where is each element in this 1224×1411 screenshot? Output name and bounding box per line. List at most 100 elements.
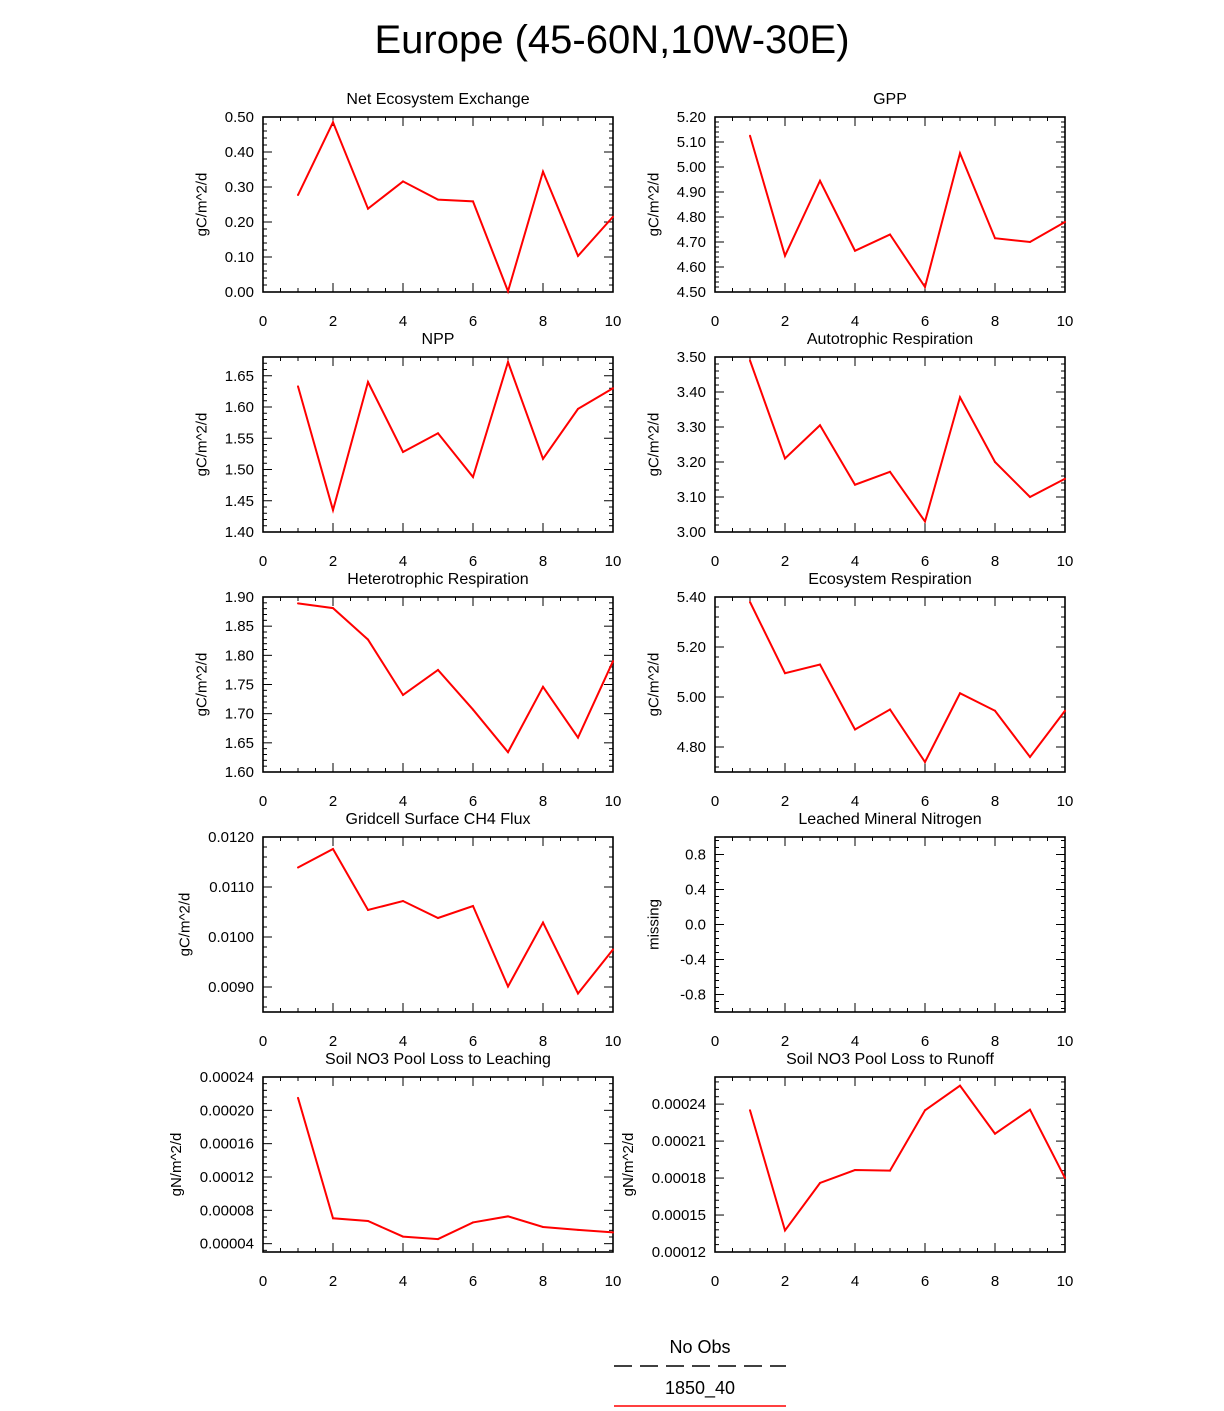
data-point — [332, 607, 334, 610]
x-tick-label: 8 — [539, 313, 547, 330]
data-point — [854, 728, 856, 731]
y-tick-label: 0.00024 — [200, 1069, 254, 1086]
x-tick-label: 2 — [781, 1033, 789, 1050]
x-tick-label: 6 — [921, 1033, 929, 1050]
data-point — [507, 1215, 509, 1218]
data-point — [1029, 756, 1031, 758]
y-tick-label: 0.00024 — [652, 1096, 706, 1113]
data-point — [437, 668, 439, 671]
series-line — [749, 601, 1066, 764]
x-tick-label: 6 — [921, 553, 929, 570]
y-tick-label: 0.00004 — [200, 1236, 254, 1253]
x-tick-label: 10 — [1057, 1033, 1074, 1050]
data-point — [854, 483, 856, 486]
data-point — [889, 708, 891, 711]
data-point — [1029, 241, 1031, 243]
plot-frame — [714, 596, 1066, 773]
data-point — [577, 407, 579, 410]
y-axis-label: gC/m^2/d — [645, 413, 662, 477]
x-tick-label: 2 — [329, 1273, 337, 1290]
y-tick-label: 3.00 — [677, 524, 706, 541]
series-line — [749, 1084, 1066, 1233]
y-tick-label: 4.90 — [677, 184, 706, 201]
data-point — [924, 761, 926, 763]
data-point — [784, 1229, 786, 1232]
data-point — [507, 985, 509, 988]
series-line — [749, 360, 1066, 524]
x-tick-label: 2 — [329, 313, 337, 330]
y-tick-label: 1.45 — [225, 493, 254, 510]
y-tick-label: 5.40 — [677, 589, 706, 606]
y-tick-label: 1.60 — [225, 399, 254, 416]
chart-panel-2: 0 2 4 6 8 10 4.50 4.60 4.70 4.80 4.90 5.00 5.10 5.20 G… — [645, 91, 1073, 330]
data-point — [472, 1221, 474, 1224]
x-tick-label: 6 — [921, 793, 929, 810]
data-point — [577, 992, 579, 995]
y-tick-label: -0.8 — [680, 987, 706, 1004]
data-point — [959, 396, 961, 399]
x-tick-label: 8 — [539, 793, 547, 810]
y-axis-label: gC/m^2/d — [645, 653, 662, 717]
data-point — [472, 905, 474, 907]
data-point — [889, 233, 891, 236]
y-tick-label: -0.4 — [680, 952, 706, 969]
y-tick-label: 0.00012 — [200, 1169, 254, 1186]
chart-title: Net Ecosystem Exchange — [346, 91, 529, 108]
data-point — [542, 170, 544, 173]
x-tick-label: 0 — [711, 313, 719, 330]
data-point — [297, 1096, 299, 1099]
data-point — [749, 134, 751, 137]
y-tick-label: 4.50 — [677, 284, 706, 301]
data-point — [1064, 221, 1066, 223]
data-point — [889, 1169, 891, 1172]
data-point — [994, 709, 996, 712]
y-tick-label: 0.00008 — [200, 1202, 254, 1219]
y-tick-label: 1.80 — [225, 647, 254, 664]
x-tick-label: 6 — [469, 1273, 477, 1290]
y-tick-label: 0.00018 — [652, 1170, 706, 1187]
data-point — [402, 1235, 404, 1238]
data-point — [507, 290, 509, 293]
data-point — [367, 909, 369, 911]
plot-frame — [262, 116, 614, 293]
data-point — [507, 361, 509, 363]
chart-panel-7: 0 2 4 6 8 10 0.0090 0.0100 0.0110 0.0120 Gridcell … — [177, 811, 622, 1050]
x-tick-label: 10 — [1057, 793, 1074, 810]
data-point — [749, 359, 751, 362]
data-point — [402, 694, 404, 696]
data-point — [612, 948, 614, 951]
data-point — [819, 1181, 821, 1184]
chart-title: Soil NO3 Pool Loss to Runoff — [786, 1051, 994, 1068]
y-tick-label: 4.80 — [677, 739, 706, 756]
data-point — [542, 921, 544, 924]
data-point — [994, 461, 996, 463]
x-tick-label: 2 — [781, 313, 789, 330]
x-tick-label: 8 — [991, 1273, 999, 1290]
y-tick-label: 0.40 — [225, 144, 254, 161]
chart-panel-10: 0 2 4 6 8 10 0.00012 0.00015 0.00018 0.00021 0.000… — [620, 1051, 1073, 1290]
y-tick-label: 5.00 — [677, 159, 706, 176]
x-tick-label: 4 — [851, 313, 859, 330]
x-tick-label: 8 — [539, 553, 547, 570]
x-tick-label: 4 — [399, 313, 407, 330]
y-tick-label: 0.30 — [225, 179, 254, 196]
chart-panel-3: 0 2 4 6 8 10 1.40 1.45 1.50 1.55 1.60 1.65 NPP gC/m^2… — [193, 331, 621, 570]
data-point — [472, 200, 474, 203]
data-point — [784, 457, 786, 460]
x-tick-label: 8 — [539, 1273, 547, 1290]
data-point — [472, 476, 474, 478]
data-point — [507, 751, 509, 754]
chart-panel-9: 0 2 4 6 8 10 0.00004 0.00008 0.00012 0.00016 0.000… — [168, 1051, 621, 1290]
y-tick-label: 1.65 — [225, 368, 254, 385]
y-tick-label: 0.0100 — [208, 929, 254, 946]
x-tick-label: 6 — [469, 1033, 477, 1050]
x-tick-label: 10 — [605, 1033, 622, 1050]
x-tick-label: 10 — [605, 793, 622, 810]
plot-frame — [262, 356, 614, 533]
y-tick-label: 5.10 — [677, 134, 706, 151]
x-tick-label: 4 — [851, 793, 859, 810]
x-tick-label: 6 — [469, 553, 477, 570]
data-point — [577, 254, 579, 257]
data-point — [924, 1109, 926, 1112]
y-tick-label: 1.40 — [225, 524, 254, 541]
